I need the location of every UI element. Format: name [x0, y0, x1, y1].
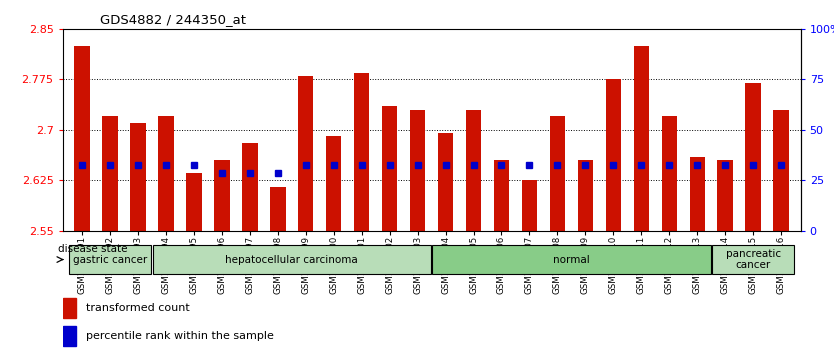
Bar — [103, 116, 118, 231]
Bar — [522, 180, 537, 231]
Text: disease state: disease state — [58, 244, 128, 254]
Bar — [661, 116, 677, 231]
Bar — [63, 298, 76, 318]
Bar — [270, 187, 285, 231]
Text: hepatocellular carcinoma: hepatocellular carcinoma — [225, 254, 358, 265]
Text: gastric cancer: gastric cancer — [73, 254, 148, 265]
Bar — [711, 245, 795, 274]
Bar — [466, 110, 481, 231]
Bar — [605, 79, 621, 231]
Text: GDS4882 / 244350_at: GDS4882 / 244350_at — [100, 13, 246, 26]
Text: transformed count: transformed count — [86, 303, 190, 313]
Bar — [690, 156, 705, 231]
Bar — [354, 73, 369, 231]
Bar — [382, 106, 397, 231]
Bar — [432, 245, 711, 274]
Bar — [578, 160, 593, 231]
Bar — [438, 133, 453, 231]
Bar — [74, 46, 90, 231]
Bar — [63, 326, 76, 346]
Text: pancreatic
cancer: pancreatic cancer — [726, 249, 781, 270]
Bar — [494, 160, 510, 231]
Bar — [186, 174, 202, 231]
Bar — [550, 116, 565, 231]
Bar — [158, 116, 173, 231]
Text: normal: normal — [553, 254, 590, 265]
Bar — [326, 136, 341, 231]
Bar — [773, 110, 789, 231]
Bar — [242, 143, 258, 231]
Bar — [634, 46, 649, 231]
Bar — [298, 76, 314, 231]
Bar — [410, 110, 425, 231]
Text: percentile rank within the sample: percentile rank within the sample — [86, 331, 274, 341]
Bar — [153, 245, 431, 274]
Bar — [68, 245, 152, 274]
Bar — [214, 160, 229, 231]
Bar — [130, 123, 146, 231]
Bar — [746, 83, 761, 231]
Bar — [717, 160, 733, 231]
